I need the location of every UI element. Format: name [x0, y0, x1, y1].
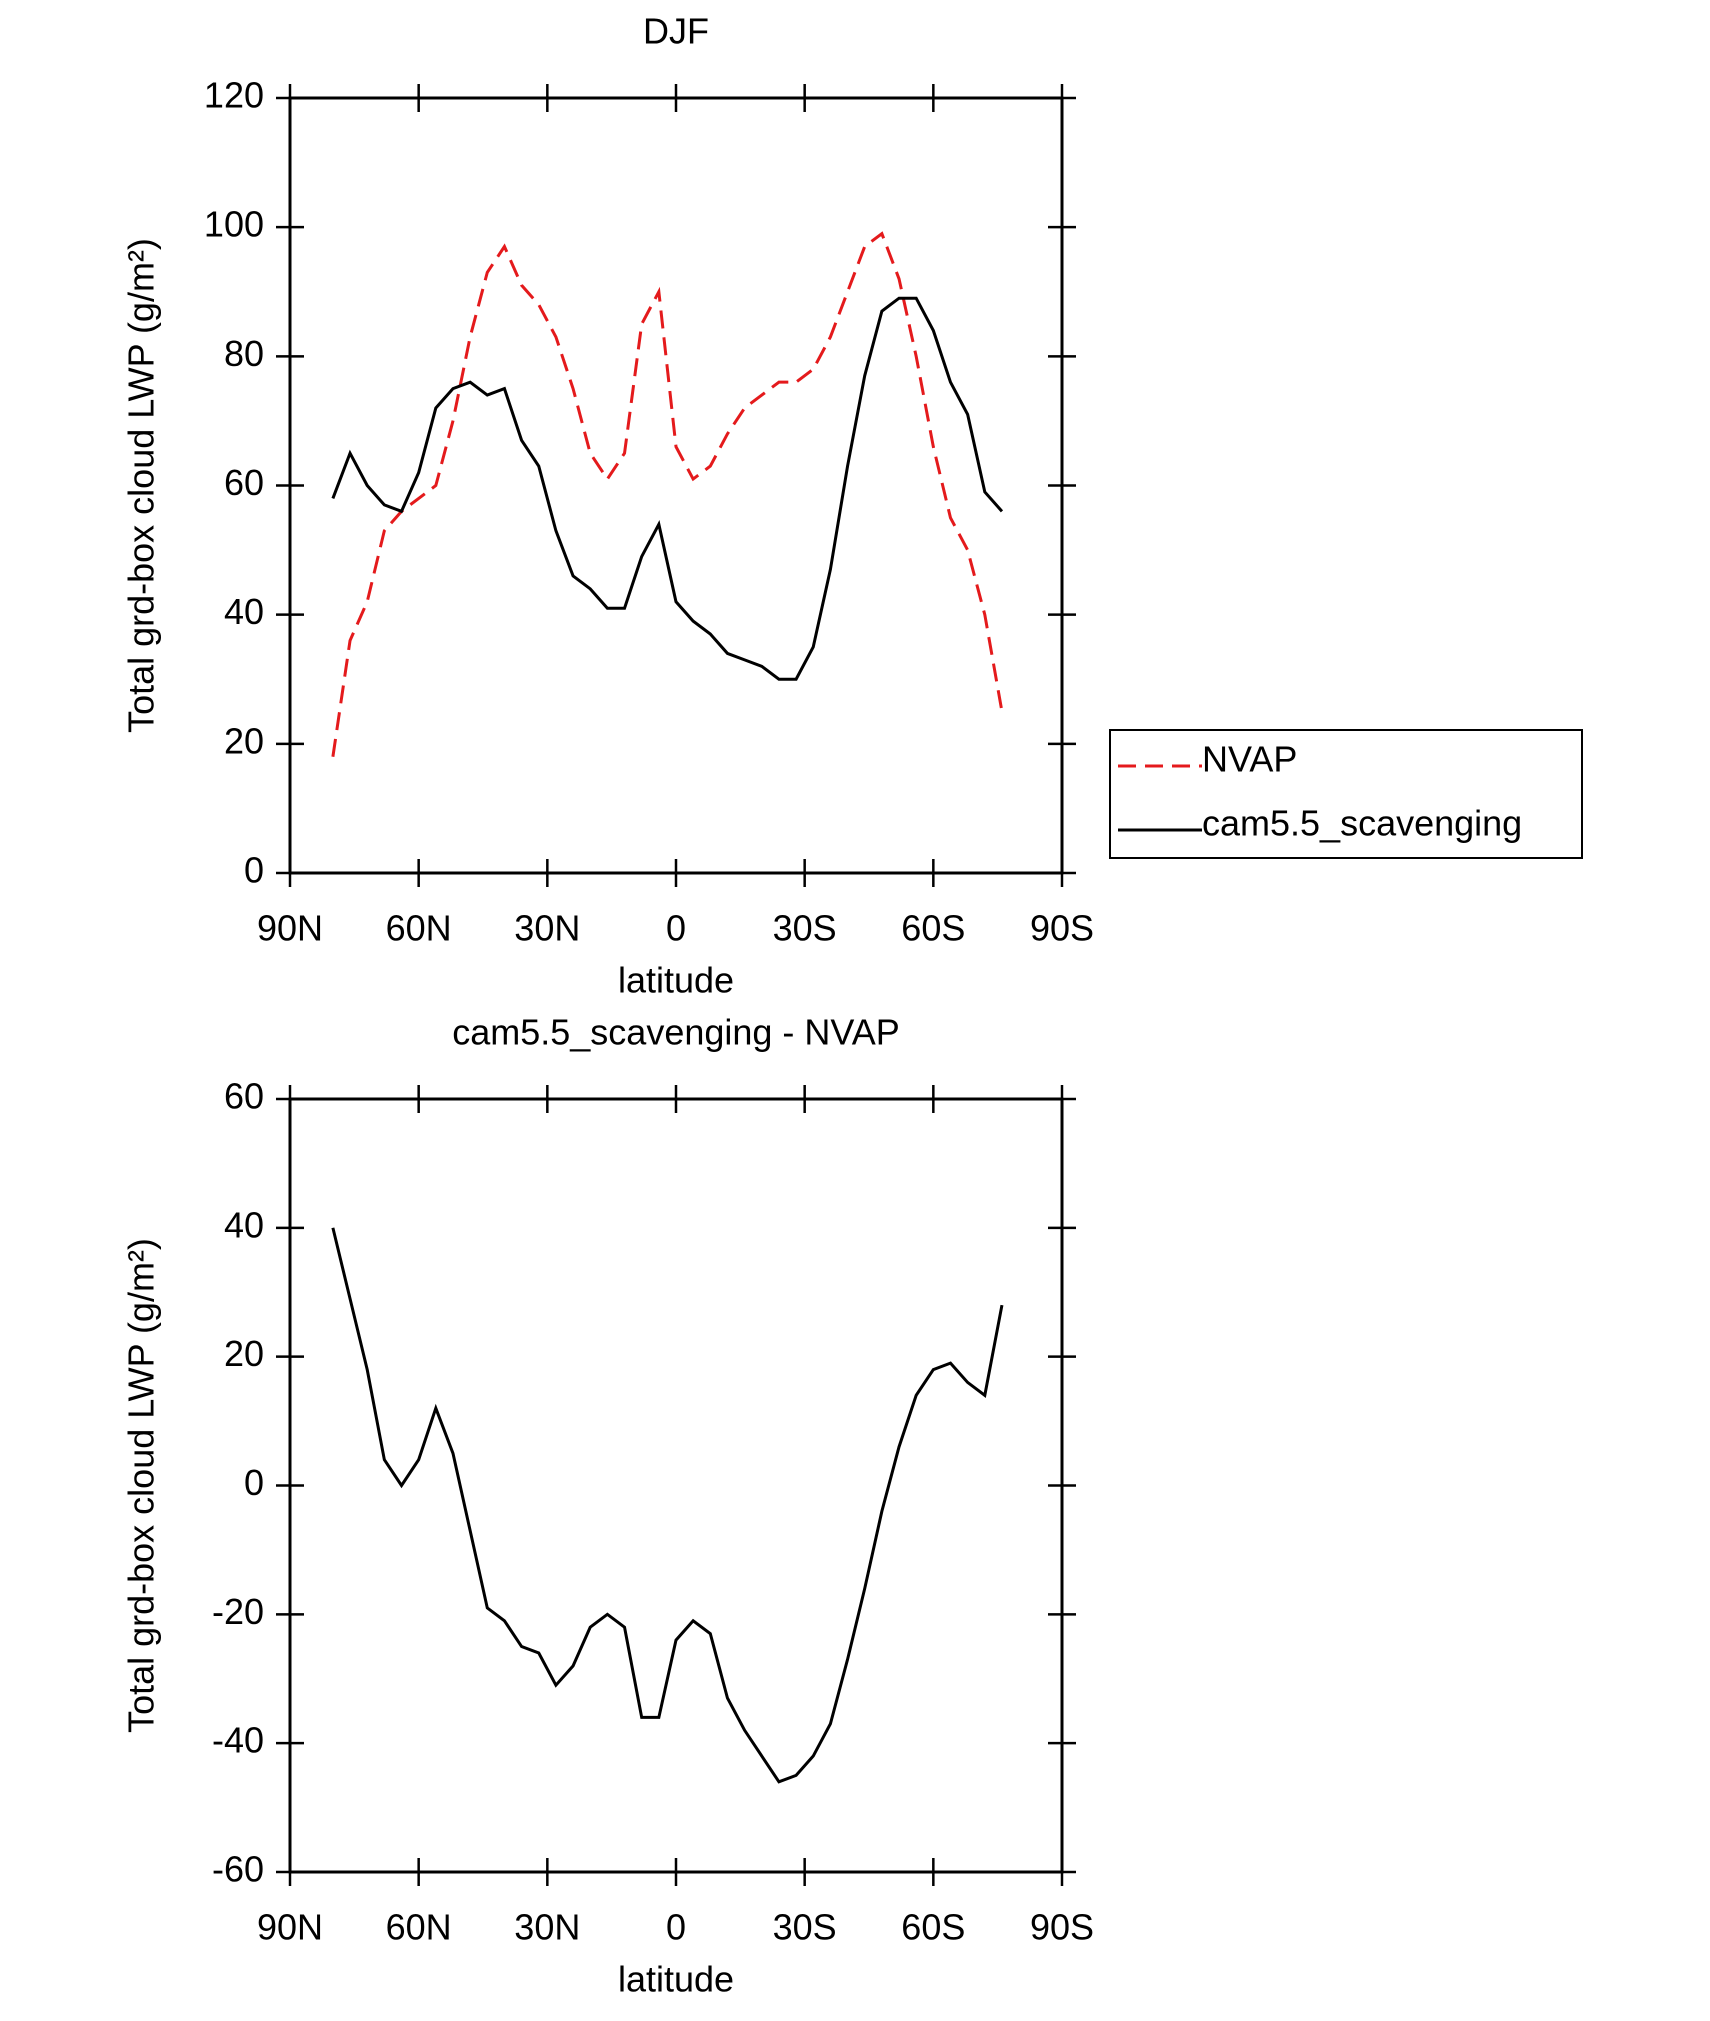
plot-frame [288, 1097, 1064, 1874]
x-tick-label: 30S [773, 1907, 837, 1948]
x-tick-label: 0 [666, 908, 686, 949]
x-tick-label: 30N [514, 1907, 580, 1948]
y-tick-label: 120 [204, 75, 264, 116]
y-tick-label: 40 [224, 591, 264, 632]
y-tick-label: -60 [212, 1849, 264, 1890]
y-tick-label: -20 [212, 1591, 264, 1632]
y-tick-label: 80 [224, 333, 264, 374]
legend-label: cam5.5_scavenging [1202, 803, 1522, 844]
y-tick-label: 20 [224, 1333, 264, 1374]
legend-label: NVAP [1202, 739, 1297, 780]
legend-box [1109, 729, 1583, 859]
y-axis-label: Total grd-box cloud LWP (g/m²) [121, 1238, 162, 1733]
x-axis-label: latitude [618, 960, 734, 1001]
y-tick-label: 0 [244, 1462, 264, 1503]
x-tick-label: 0 [666, 1907, 686, 1948]
y-tick-label: 40 [224, 1204, 264, 1245]
y-tick-label: -40 [212, 1720, 264, 1761]
x-tick-label: 60N [386, 908, 452, 949]
chart-title: cam5.5_scavenging - NVAP [452, 1012, 900, 1053]
y-tick-label: 60 [224, 1076, 264, 1117]
x-tick-label: 90S [1030, 1907, 1094, 1948]
x-tick-label: 60N [386, 1907, 452, 1948]
y-tick-label: 100 [204, 204, 264, 245]
data-line [331, 231, 1004, 757]
y-tick-label: 60 [224, 462, 264, 503]
y-tick-label: 0 [244, 850, 264, 891]
x-axis-label: latitude [618, 1959, 734, 2000]
x-tick-label: 90S [1030, 908, 1094, 949]
x-tick-label: 30N [514, 908, 580, 949]
x-tick-label: 90N [257, 908, 323, 949]
x-tick-label: 60S [901, 908, 965, 949]
plot-frame [288, 96, 1064, 875]
x-tick-label: 90N [257, 1907, 323, 1948]
y-axis-label: Total grd-box cloud LWP (g/m²) [121, 238, 162, 733]
x-tick-label: 60S [901, 1907, 965, 1948]
chart-title: DJF [643, 11, 709, 52]
x-tick-label: 30S [773, 908, 837, 949]
data-line [331, 296, 1004, 681]
y-tick-label: 20 [224, 720, 264, 761]
data-line [331, 1227, 1004, 1784]
